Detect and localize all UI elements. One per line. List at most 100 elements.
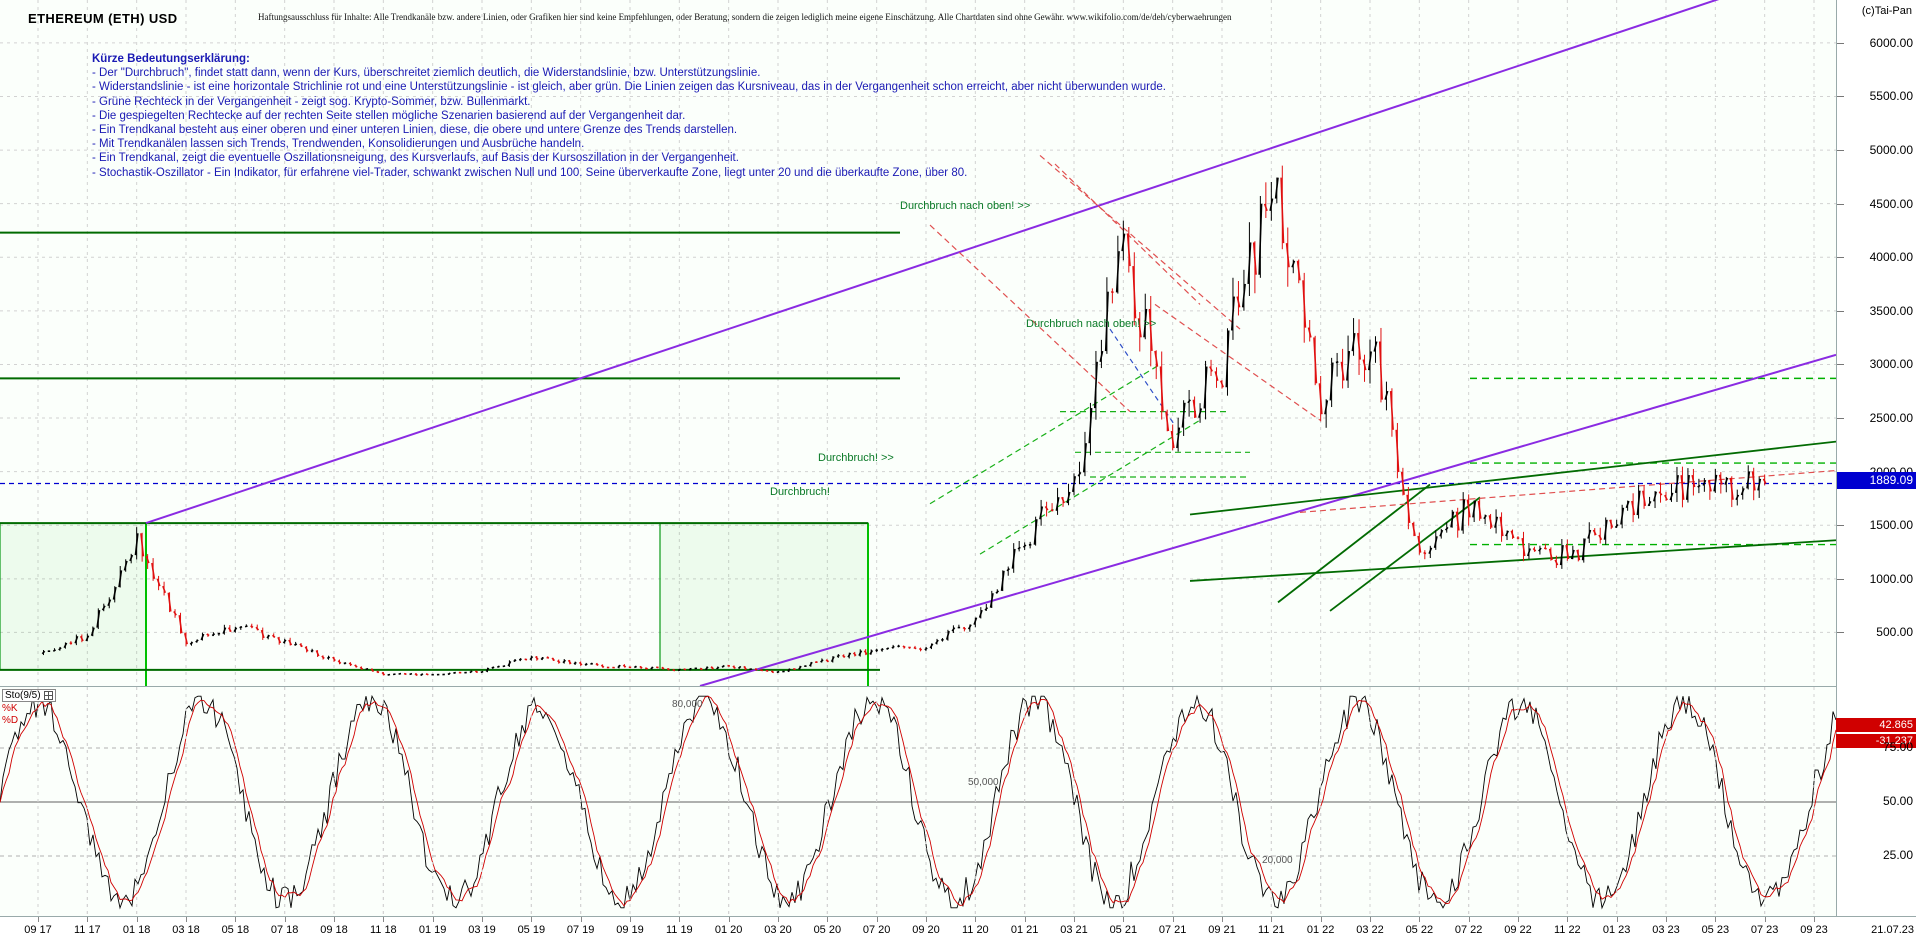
inline-level-50: 50,000 (968, 777, 999, 788)
indicator-series-d-label: %D (2, 715, 19, 726)
time-tick (778, 917, 779, 922)
time-tick (1666, 917, 1667, 922)
price-tick-label: 5000.00 (1869, 143, 1913, 158)
time-tick (728, 917, 730, 922)
price-tick-label: 3000.00 (1869, 357, 1913, 372)
time-tick (38, 917, 39, 922)
indicator-header[interactable]: Sto(9/5) (2, 689, 56, 702)
time-tick-label: 01 21 (1010, 924, 1039, 936)
time-tick (1370, 917, 1371, 922)
time-tick-label: 07 21 (1158, 924, 1187, 936)
price-tick (1837, 257, 1844, 259)
time-tick (1518, 917, 1519, 922)
price-tick-label: 1500.00 (1869, 518, 1913, 533)
legend-explanation-block: Kürze Bedeutungserklärung: - Der "Durchb… (92, 52, 1166, 180)
price-tick-label: 4000.00 (1869, 250, 1913, 265)
time-tick-label: 07 18 (270, 924, 299, 936)
legend-line-6: - Ein Trendkanal, zeigt die eventuelle O… (92, 152, 739, 165)
time-axis[interactable]: 09 17 11 17 01 18 03 18 05 18 07 18 09 18 11 18… (0, 916, 1916, 948)
price-chart-pane[interactable]: ETHEREUM (ETH) USD Haftungsausschluss fü… (0, 0, 1836, 686)
price-tick (1837, 632, 1844, 634)
stochastic-d-value: -31.237 (1836, 734, 1916, 748)
last-price-badge: 1889.09 (1837, 472, 1916, 489)
time-tick (679, 917, 681, 922)
time-tick (383, 917, 385, 922)
stochastic-canvas[interactable] (0, 687, 1836, 916)
disclaimer-text: Haftungsausschluss für Inhalte: Alle Tre… (258, 12, 1232, 22)
time-tick-label: 11 21 (1257, 924, 1285, 936)
price-axis[interactable]: (c)Tai-Pan 6000.00 5500.00 5000.00 4500.00 4… (1836, 0, 1916, 916)
time-tick-label: 11 18 (369, 924, 397, 936)
legend-line-5: - Mit Trendkanälen lassen sich Trends, T… (92, 138, 585, 151)
time-tick (1468, 917, 1470, 922)
annotation-breakout-2: Durchbruch nach oben! >> (1026, 318, 1157, 330)
stochastic-indicator-pane[interactable]: Sto(9/5) %K %D 80,000 50,000 20,000 (0, 686, 1836, 916)
time-tick-label: 11 19 (665, 924, 693, 936)
time-tick-label: 03 23 (1652, 924, 1680, 936)
time-tick-label: 11 20 (961, 924, 989, 936)
time-tick (432, 917, 434, 922)
time-tick-label: 05 23 (1701, 924, 1730, 936)
time-tick (334, 917, 335, 922)
price-tick-label: 1000.00 (1869, 571, 1913, 586)
grid-icon[interactable] (43, 691, 53, 700)
annotation-breakout-4: Durchbruch! (770, 486, 830, 498)
indicator-name: Sto(9/5) (5, 690, 41, 701)
price-tick-label: 4500.00 (1869, 196, 1913, 211)
time-tick (827, 917, 829, 922)
time-tick-label: 01 19 (418, 924, 447, 936)
time-tick (1616, 917, 1618, 922)
annotation-breakout-3: Durchbruch! >> (818, 452, 894, 464)
time-tick (1764, 917, 1766, 922)
time-tick (87, 917, 89, 922)
time-tick-label: 09 19 (616, 924, 644, 936)
time-tick (284, 917, 286, 922)
stochastic-tick-label: 75.00 (1882, 740, 1913, 754)
price-tick (1837, 418, 1844, 420)
time-tick-label: 03 18 (172, 924, 200, 936)
time-tick-label: 01 18 (122, 924, 151, 936)
time-tick (1419, 917, 1421, 922)
price-tick-label: 5500.00 (1869, 89, 1913, 104)
price-tick (1837, 364, 1844, 366)
time-tick (1271, 917, 1273, 922)
page-title: ETHEREUM (ETH) USD (28, 11, 178, 26)
time-tick-label: 09 20 (912, 924, 940, 936)
price-tick-label: 3500.00 (1869, 303, 1913, 318)
time-tick-label: 01 22 (1306, 924, 1335, 936)
time-tick-label: 09 21 (1208, 924, 1236, 936)
time-tick-label: 03 19 (468, 924, 496, 936)
time-tick (1567, 917, 1569, 922)
legend-line-1: - Widerstandslinie - ist eine horizontal… (92, 81, 1166, 94)
time-tick (531, 917, 533, 922)
time-tick-label: 09 17 (24, 924, 52, 936)
time-tick (876, 917, 878, 922)
time-tick (235, 917, 237, 922)
time-tick-label: 05 20 (813, 924, 842, 936)
legend-line-0: - Der "Durchbruch", findet statt dann, w… (92, 67, 761, 80)
time-tick-label: 07 19 (566, 924, 595, 936)
time-tick (580, 917, 582, 922)
stochastic-tick-label: 25.00 (1882, 848, 1913, 862)
time-tick (1123, 917, 1125, 922)
time-tick (1172, 917, 1174, 922)
annotation-breakout-1: Durchbruch nach oben! >> (900, 200, 1031, 212)
time-tick (1222, 917, 1223, 922)
time-tick-label: 01 20 (714, 924, 743, 936)
inline-level-20: 20,000 (1262, 855, 1293, 866)
price-chart-canvas[interactable] (0, 0, 1836, 686)
price-tick (1837, 525, 1844, 527)
stochastic-k-value: 42.865 (1836, 718, 1916, 732)
time-tick-label: 07 22 (1454, 924, 1483, 936)
price-tick (1837, 42, 1844, 44)
time-tick-label: 03 21 (1060, 924, 1088, 936)
time-tick (1074, 917, 1075, 922)
time-tick (186, 917, 187, 922)
stochastic-tick-label: 50.00 (1882, 794, 1913, 808)
price-tick (1837, 96, 1844, 98)
vendor-copyright: (c)Tai-Pan (1861, 5, 1912, 17)
legend-line-7: - Stochastik-Oszillator - Ein Indikator,… (92, 166, 968, 179)
time-tick (136, 917, 138, 922)
time-tick (630, 917, 631, 922)
